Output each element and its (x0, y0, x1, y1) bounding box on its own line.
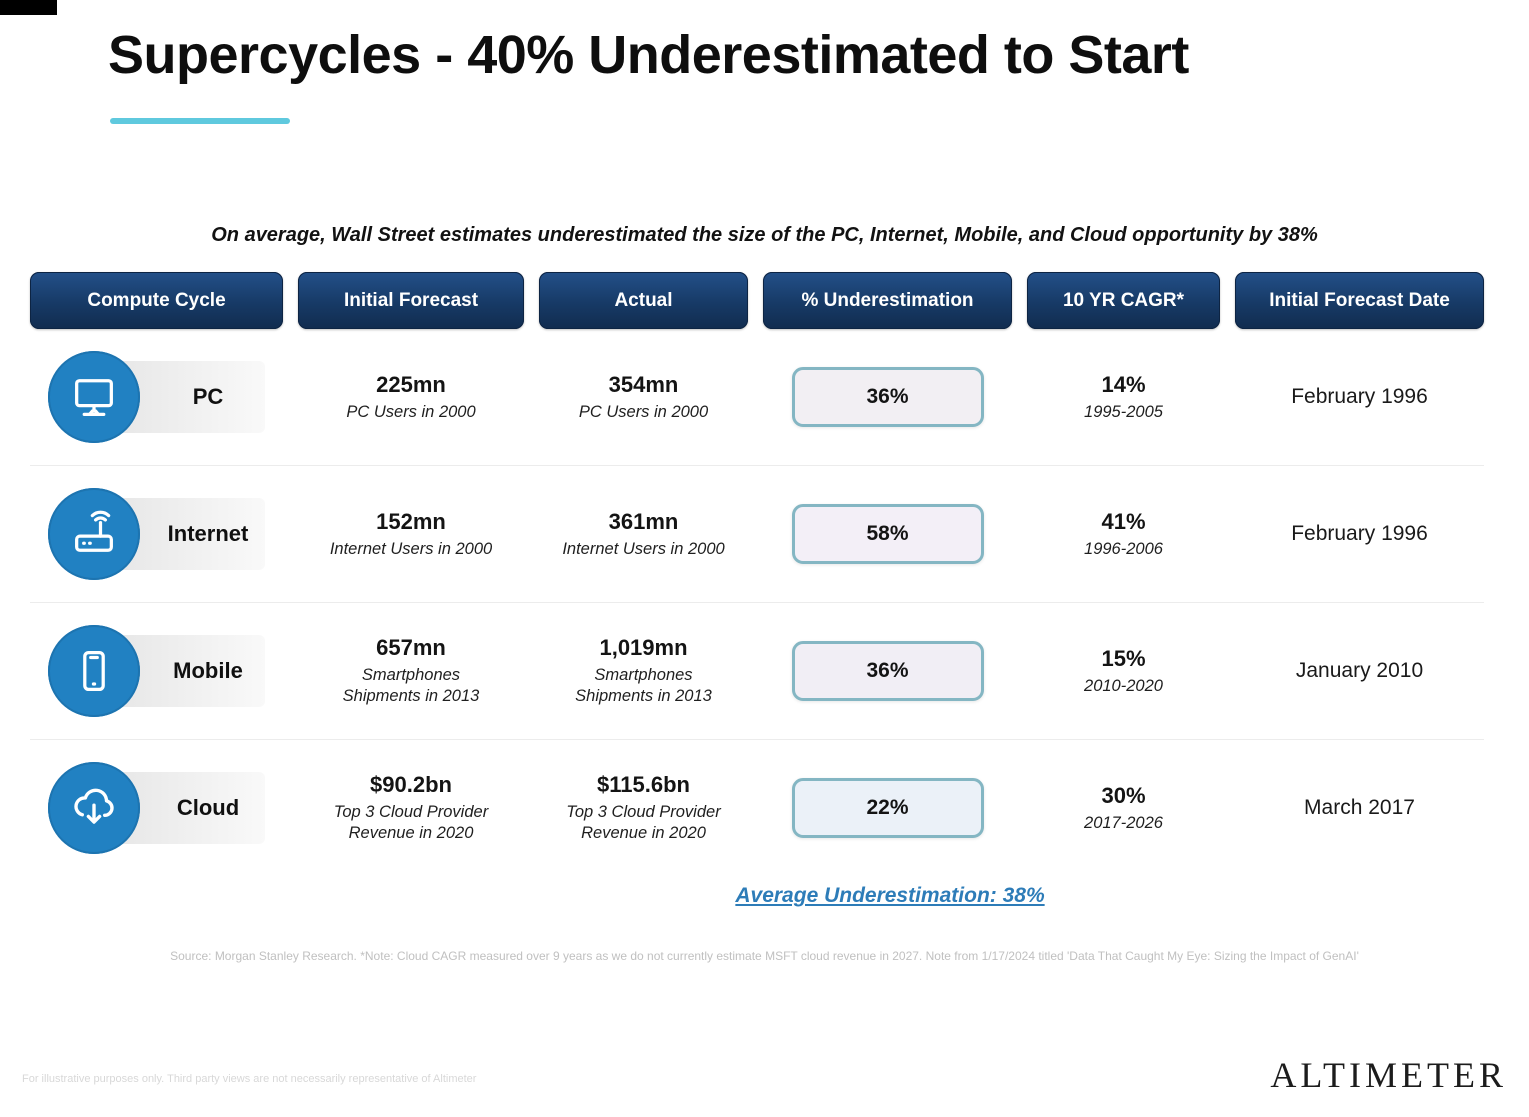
table-body: PC 225mn PC Users in 2000 354mn PC Users… (30, 329, 1484, 876)
underestimation-badge: 36% (791, 367, 984, 427)
router-icon (75, 510, 113, 552)
cagr-cell: 14% 1995-2005 (1027, 372, 1220, 423)
compute-cycle-cell: Cloud (30, 740, 283, 876)
underestimation-badge: 36% (791, 641, 984, 701)
column-header-compute-cycle: Compute Cycle (30, 272, 283, 329)
cloud-download-icon (74, 788, 114, 824)
disclaimer-text: For illustrative purposes only. Third pa… (22, 1073, 477, 1085)
monitor-icon (75, 379, 113, 416)
table-header-row: Compute Cycle Initial Forecast Actual % … (30, 272, 1484, 329)
cagr-period: 2010-2020 (1084, 676, 1163, 695)
forecast-date-cell: March 2017 (1304, 796, 1415, 819)
actual-value: 361mn (608, 508, 679, 534)
altimeter-logo: ALTIMETER (1270, 1055, 1507, 1095)
cycle-label: Cloud (115, 772, 265, 844)
compute-cycle-cell: Mobile (30, 603, 283, 739)
table-row: Cloud $90.2bn Top 3 Cloud Provider Reven… (30, 739, 1484, 876)
underestimation-badge: 58% (791, 504, 984, 564)
smartphone-icon (83, 650, 105, 692)
average-underestimation-note: Average Underestimation: 38% (735, 884, 1045, 907)
initial-forecast-value: 152mn (376, 508, 446, 534)
actual-label: Top 3 Cloud Provider Revenue in 2020 (566, 803, 721, 842)
forecast-date-cell: January 2010 (1295, 659, 1424, 682)
initial-forecast-cell: 152mn Internet Users in 2000 (298, 509, 524, 560)
initial-forecast-value: 657mn (376, 635, 446, 661)
title-accent-underline (110, 118, 290, 124)
video-corner-artifact (0, 0, 57, 15)
initial-forecast-cell: $90.2bn Top 3 Cloud Provider Revenue in … (298, 772, 524, 843)
actual-cell: 354mn PC Users in 2000 (539, 372, 748, 423)
cycle-label: PC (115, 361, 265, 433)
column-header-pct-underestimation: % Underestimation (763, 272, 1012, 329)
cycle-label: Internet (115, 498, 265, 570)
actual-label: Internet Users in 2000 (562, 539, 725, 558)
initial-forecast-value: 225mn (376, 371, 446, 397)
cagr-period: 2017-2026 (1084, 813, 1163, 832)
compute-cycle-cell: PC (30, 329, 283, 465)
initial-forecast-cell: 225mn PC Users in 2000 (298, 372, 524, 423)
column-header-actual: Actual (539, 272, 748, 329)
actual-value: 1,019mn (599, 635, 688, 661)
cagr-cell: 41% 1996-2006 (1027, 509, 1220, 560)
actual-cell: 1,019mn Smartphones Shipments in 2013 (539, 635, 748, 706)
initial-forecast-value: $90.2bn (370, 772, 452, 798)
actual-value: $115.6bn (597, 772, 690, 798)
cagr-cell: 30% 2017-2026 (1027, 783, 1220, 834)
cagr-value: 14% (1101, 371, 1146, 397)
initial-forecast-label: Internet Users in 2000 (329, 539, 493, 558)
table-row: Mobile 657mn Smartphones Shipments in 20… (30, 602, 1484, 739)
column-header-10yr-cagr: 10 YR CAGR* (1027, 272, 1220, 329)
table-row: Internet 152mn Internet Users in 2000 36… (30, 465, 1484, 602)
column-header-initial-forecast-date: Initial Forecast Date (1235, 272, 1484, 329)
underestimation-cell: 58% (763, 504, 1012, 564)
underestimation-badge: 22% (791, 778, 984, 838)
cycle-label: Mobile (115, 635, 265, 707)
forecast-date-cell: February 1996 (1291, 385, 1428, 408)
underestimation-cell: 36% (763, 367, 1012, 427)
cagr-value: 41% (1101, 508, 1146, 534)
slide-subtitle: On average, Wall Street estimates undere… (211, 224, 1318, 246)
column-header-initial-forecast: Initial Forecast (298, 272, 524, 329)
cagr-period: 1996-2006 (1084, 539, 1163, 558)
actual-cell: 361mn Internet Users in 2000 (539, 509, 748, 560)
actual-label: PC Users in 2000 (578, 402, 709, 421)
cycle-icon-circle (48, 625, 140, 717)
cagr-value: 30% (1101, 782, 1146, 808)
actual-cell: $115.6bn Top 3 Cloud Provider Revenue in… (539, 772, 748, 843)
initial-forecast-cell: 657mn Smartphones Shipments in 2013 (298, 635, 524, 706)
cycle-icon-circle (48, 351, 140, 443)
page-title: Supercycles - 40% Underestimated to Star… (108, 25, 1189, 85)
actual-value: 354mn (608, 371, 679, 397)
initial-forecast-label: Top 3 Cloud Provider Revenue in 2020 (333, 803, 489, 842)
cagr-period: 1995-2005 (1084, 402, 1163, 421)
underestimation-cell: 36% (763, 641, 1012, 701)
initial-forecast-label: PC Users in 2000 (346, 402, 476, 421)
source-footnote: Source: Morgan Stanley Research. *Note: … (170, 949, 1359, 963)
actual-label: Smartphones Shipments in 2013 (575, 666, 712, 705)
table-row: PC 225mn PC Users in 2000 354mn PC Users… (30, 329, 1484, 465)
initial-forecast-label: Smartphones Shipments in 2013 (342, 666, 480, 705)
cagr-cell: 15% 2010-2020 (1027, 646, 1220, 697)
cagr-value: 15% (1101, 645, 1146, 671)
cycle-icon-circle (48, 762, 140, 854)
compute-cycle-cell: Internet (30, 466, 283, 602)
forecast-date-cell: February 1996 (1291, 522, 1428, 545)
cycle-icon-circle (48, 488, 140, 580)
underestimation-cell: 22% (763, 778, 1012, 838)
